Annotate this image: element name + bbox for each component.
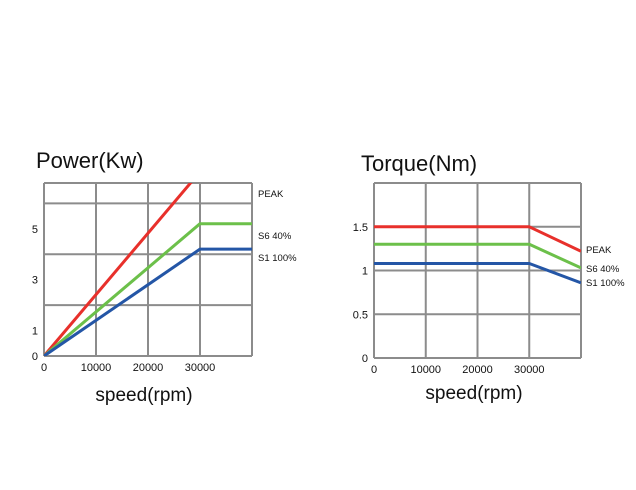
torque-xtick-label: 0 — [371, 364, 377, 376]
torque-xtick-label: 20000 — [462, 364, 493, 376]
power-series-line-peak — [44, 183, 193, 356]
torque-series-line-peak — [374, 225, 581, 253]
power-xtick-label: 20000 — [133, 362, 164, 374]
torque-series-label: S1 100% — [586, 278, 625, 289]
power-series-label: S6 40% — [258, 231, 292, 242]
power-series-label: S1 100% — [258, 253, 297, 264]
torque-xtick-label: 10000 — [410, 364, 441, 376]
torque-chart-title: Torque(Nm) — [361, 151, 477, 176]
power-xtick-label: 0 — [41, 362, 47, 374]
torque-series-line-s6-40 — [374, 242, 581, 270]
power-xtick-label: 30000 — [185, 362, 216, 374]
power-ytick-label: 1 — [32, 326, 38, 338]
power-series-line-s1-100 — [44, 247, 252, 356]
power-ytick-label: 5 — [32, 224, 38, 236]
torque-series-line-s1-100 — [374, 262, 581, 285]
power-chart-xlabel: speed(rpm) — [95, 385, 192, 406]
power-ytick-label: 0 — [32, 351, 38, 363]
torque-ytick-label: 0 — [362, 353, 368, 365]
torque-series-label: S6 40% — [586, 264, 620, 275]
torque-series-label: PEAK — [586, 245, 612, 256]
power-xtick-label: 10000 — [81, 362, 112, 374]
torque-ytick-label: 1.5 — [353, 222, 368, 234]
torque-xtick-label: 30000 — [514, 364, 545, 376]
torque-ytick-label: 0.5 — [353, 309, 368, 321]
power-series-label: PEAK — [258, 189, 284, 200]
power-series-line-s6-40 — [44, 222, 252, 356]
torque-ytick-label: 1 — [362, 266, 368, 278]
torque-chart-xlabel: speed(rpm) — [425, 383, 522, 404]
power-chart-title: Power(Kw) — [36, 148, 144, 173]
torque-chart: Torque(Nm) 0 0.5 1 1.5 0 10000 20000 30000 PEAK… — [353, 151, 625, 404]
power-ytick-label: 3 — [32, 275, 38, 287]
power-chart: Power(Kw) 0 1 3 5 0 10000 20000 30000 PEAK S6 40… — [32, 148, 297, 406]
